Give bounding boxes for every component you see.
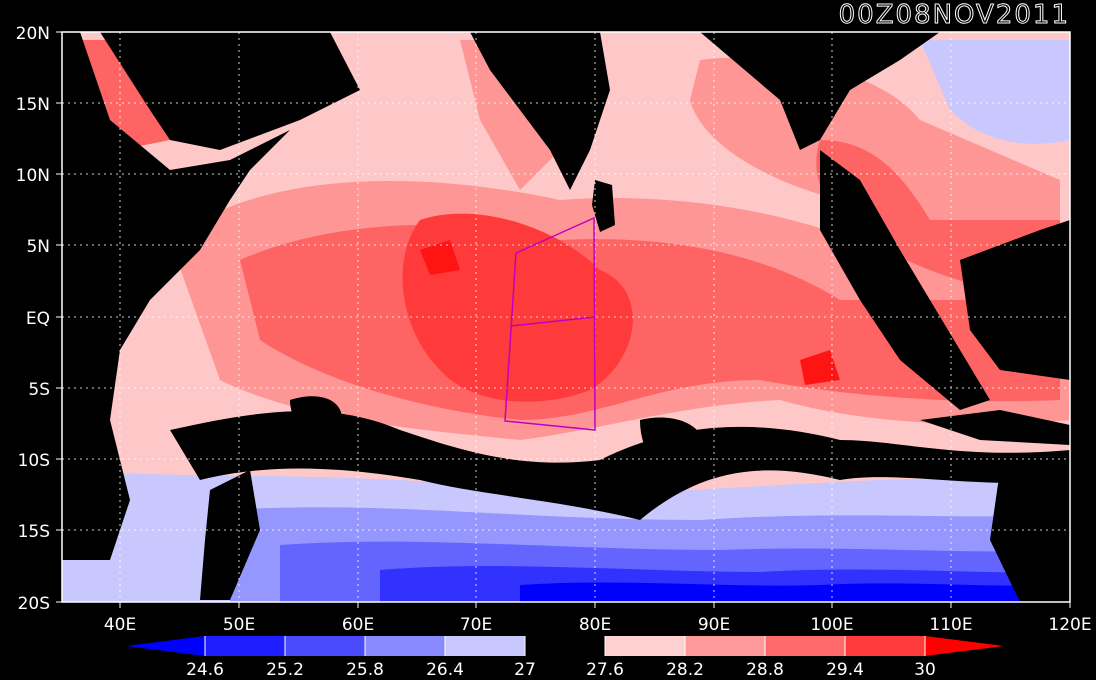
lon-label: 60E [342, 615, 374, 635]
lon-label: 50E [223, 615, 255, 635]
colorbar-swatch [205, 636, 285, 656]
lon-label: 80E [579, 615, 611, 635]
colorbar-label: 27 [514, 660, 536, 680]
lat-label: EQ [26, 309, 50, 329]
colorbar-swatch [524, 635, 606, 657]
lon-labels: 40E 50E 60E 70E 80E 90E 100E 110E 120E [104, 615, 1092, 635]
colorbar-label: 29.4 [826, 660, 864, 680]
colorbar-label: 25.2 [266, 660, 304, 680]
sst-field [62, 32, 1070, 602]
lon-label: 100E [810, 615, 853, 635]
lon-label: 70E [460, 615, 492, 635]
colorbar-swatch [685, 636, 765, 656]
lat-labels: 20N 15N 10N 5N EQ 5S 10S 15S 20S [16, 24, 50, 614]
colorbar-low-arrow [126, 636, 205, 656]
colorbar-label: 28.8 [746, 660, 784, 680]
colorbar-swatch [365, 636, 445, 656]
colorbar-swatch [845, 636, 925, 656]
lon-label: 90E [698, 615, 730, 635]
colorbar-label: 28.2 [666, 660, 704, 680]
lat-label: 5S [28, 380, 50, 400]
colorbar-swatch [445, 636, 525, 656]
colorbar-swatch [285, 636, 365, 656]
colorbar-label: 26.4 [426, 660, 464, 680]
lat-label: 15N [16, 95, 50, 115]
lon-label: 120E [1048, 615, 1091, 635]
colorbar-label: 27.6 [586, 660, 624, 680]
colorbar-label: 25.8 [346, 660, 384, 680]
lat-label: 10N [16, 166, 50, 186]
lat-label: 20N [16, 24, 50, 44]
lat-label: 5N [26, 237, 50, 257]
analysis-box [504, 216, 596, 431]
map-title: 00Z08NOV2011 [838, 0, 1070, 31]
colorbar-swatch [605, 636, 685, 656]
lon-label: 110E [929, 615, 972, 635]
colorbar-high-arrow [925, 636, 1004, 656]
grid [62, 32, 1070, 602]
colorbar: 24.6 25.2 25.8 26.4 27 27.6 28.2 28.8 29… [126, 635, 1004, 680]
lon-label: 40E [104, 615, 136, 635]
lat-label: 20S [18, 594, 50, 614]
lat-label: 15S [18, 522, 50, 542]
colorbar-label: 24.6 [186, 660, 224, 680]
lat-label: 10S [18, 451, 50, 471]
colorbar-label: 30 [914, 660, 936, 680]
colorbar-swatch [765, 636, 845, 656]
